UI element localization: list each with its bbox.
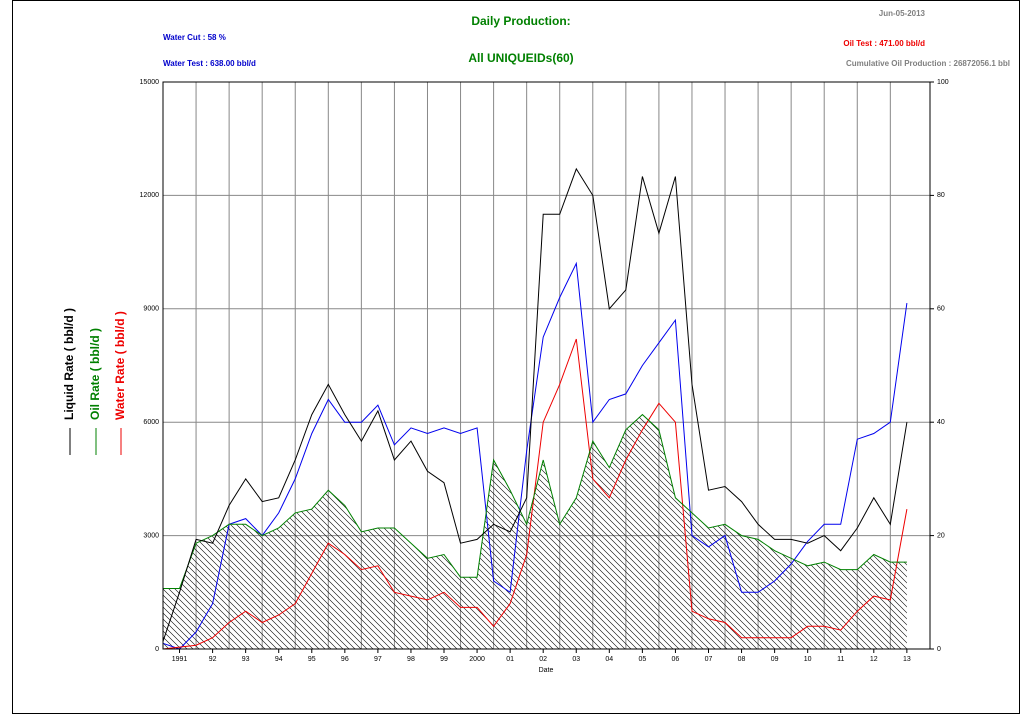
series-line — [162, 167, 908, 642]
x-tick-label: 2000 — [469, 656, 485, 663]
x-tick-label: 99 — [440, 656, 448, 663]
x-axis-label: Date — [539, 667, 554, 674]
y-tick-label: 9000 — [143, 306, 159, 313]
y-tick-label: 12000 — [140, 192, 160, 199]
annotation: Water Cut : 58 % — [163, 33, 226, 42]
x-tick-label: 08 — [738, 656, 746, 663]
x-tick-label: 12 — [870, 656, 878, 663]
legend-label: Oil Rate ( bbl/d ) — [88, 328, 102, 420]
plot-frame — [162, 81, 931, 650]
x-tick-label: 04 — [605, 656, 613, 663]
x-tick-label: 93 — [242, 656, 250, 663]
x-tick-label: 92 — [209, 656, 217, 663]
hatched-area — [163, 414, 907, 649]
y2-tick-label: 40 — [937, 419, 945, 426]
x-tick-label: 11 — [837, 656, 844, 663]
y-tick-label: 0 — [155, 646, 159, 653]
x-tick-label: 02 — [539, 656, 547, 663]
x-tick-label: 01 — [506, 656, 514, 663]
x-tick-label: 94 — [275, 656, 283, 663]
chart-subtitle: All UNIQUEIDs(60) — [468, 51, 573, 65]
y2-tick-label: 100 — [937, 79, 949, 86]
x-tick-label: 10 — [804, 656, 812, 663]
y2-tick-label: 60 — [937, 306, 945, 313]
legend-label: Liquid Rate ( bbl/d ) — [62, 308, 76, 420]
series-line — [163, 413, 907, 589]
x-tick-label: 98 — [407, 656, 415, 663]
y2-tick-label: 80 — [937, 192, 945, 199]
x-tick-label: 97 — [374, 656, 382, 663]
x-tick-label: 03 — [572, 656, 580, 663]
annotation: Jun-05-2013 — [879, 9, 926, 18]
y2-tick-label: 20 — [937, 532, 945, 539]
annotation: Water Test : 638.00 bbl/d — [163, 59, 256, 68]
x-tick-label: 96 — [341, 656, 349, 663]
chart-title: Daily Production: — [471, 14, 570, 28]
series-line — [162, 261, 908, 650]
series-line — [162, 338, 908, 650]
x-tick-label: 95 — [308, 656, 316, 663]
y-tick-label: 15000 — [140, 79, 160, 86]
legend-label: Water Rate ( bbl/d ) — [113, 311, 127, 420]
y-tick-label: 3000 — [143, 532, 159, 539]
x-tick-label: 1991 — [172, 656, 188, 663]
x-tick-label: 13 — [903, 656, 911, 663]
y-tick-label: 6000 — [143, 419, 159, 426]
frame — [12, 0, 1020, 714]
x-tick-label: 07 — [705, 656, 713, 663]
x-tick-label: 05 — [638, 656, 646, 663]
y2-tick-label: 0 — [937, 646, 941, 653]
annotation: Oil Test : 471.00 bbl/d — [843, 39, 925, 48]
x-tick-label: 09 — [771, 656, 779, 663]
x-tick-label: 06 — [672, 656, 680, 663]
annotation: Cumulative Oil Production : 26872056.1 b… — [846, 59, 1010, 68]
